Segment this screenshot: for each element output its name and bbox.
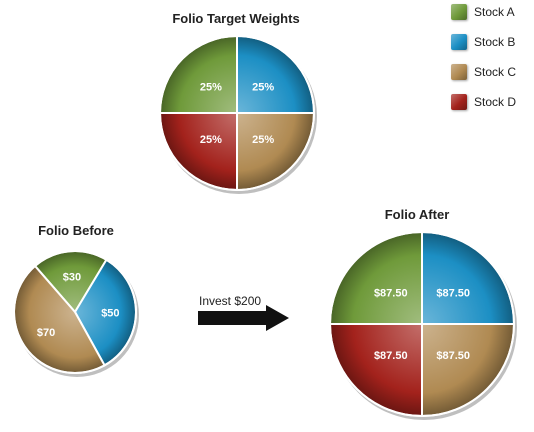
before-outline [13, 250, 137, 374]
target-outline [159, 35, 315, 191]
legend-label-stock-b: Stock B [474, 35, 516, 49]
after-slice-stock-d [328, 323, 423, 418]
before-data-label-stock-a: $30 [63, 272, 81, 284]
legend-label-stock-d: Stock D [474, 95, 517, 109]
legend-swatch-stock-a [451, 4, 467, 20]
before-data-label-stock-c: $70 [37, 327, 55, 339]
arrow-label: Invest $200 [199, 294, 262, 308]
after-data-label-stock-b: $87.50 [436, 288, 470, 300]
after-slice-stock-b [421, 230, 516, 325]
chart-title-folio-before: Folio Before [38, 223, 114, 238]
legend-swatch-stock-d [451, 94, 467, 110]
target-data-label-stock-b: 25% [252, 82, 274, 94]
after-slice-stock-a [328, 230, 423, 325]
target-data-label-stock-c: 25% [252, 134, 274, 146]
target-data-label-stock-d: 25% [200, 134, 222, 146]
legend-swatch-stock-b [451, 34, 467, 50]
chart-title-target-weights: Folio Target Weights [172, 11, 300, 26]
chart-title-folio-after: Folio After [384, 207, 450, 222]
after-data-label-stock-d: $87.50 [374, 350, 408, 362]
legend-swatch-stock-c [451, 64, 467, 80]
legend-label-stock-c: Stock C [474, 65, 517, 79]
legend-label-stock-a: Stock A [474, 5, 515, 19]
target-data-label-stock-a: 25% [200, 82, 222, 94]
after-data-label-stock-a: $87.50 [374, 288, 408, 300]
before-data-label-stock-b: $50 [101, 307, 119, 319]
after-slice-stock-c [421, 323, 516, 418]
right-arrow-icon [198, 305, 289, 331]
after-data-label-stock-c: $87.50 [436, 350, 470, 362]
after-outline [329, 231, 515, 417]
